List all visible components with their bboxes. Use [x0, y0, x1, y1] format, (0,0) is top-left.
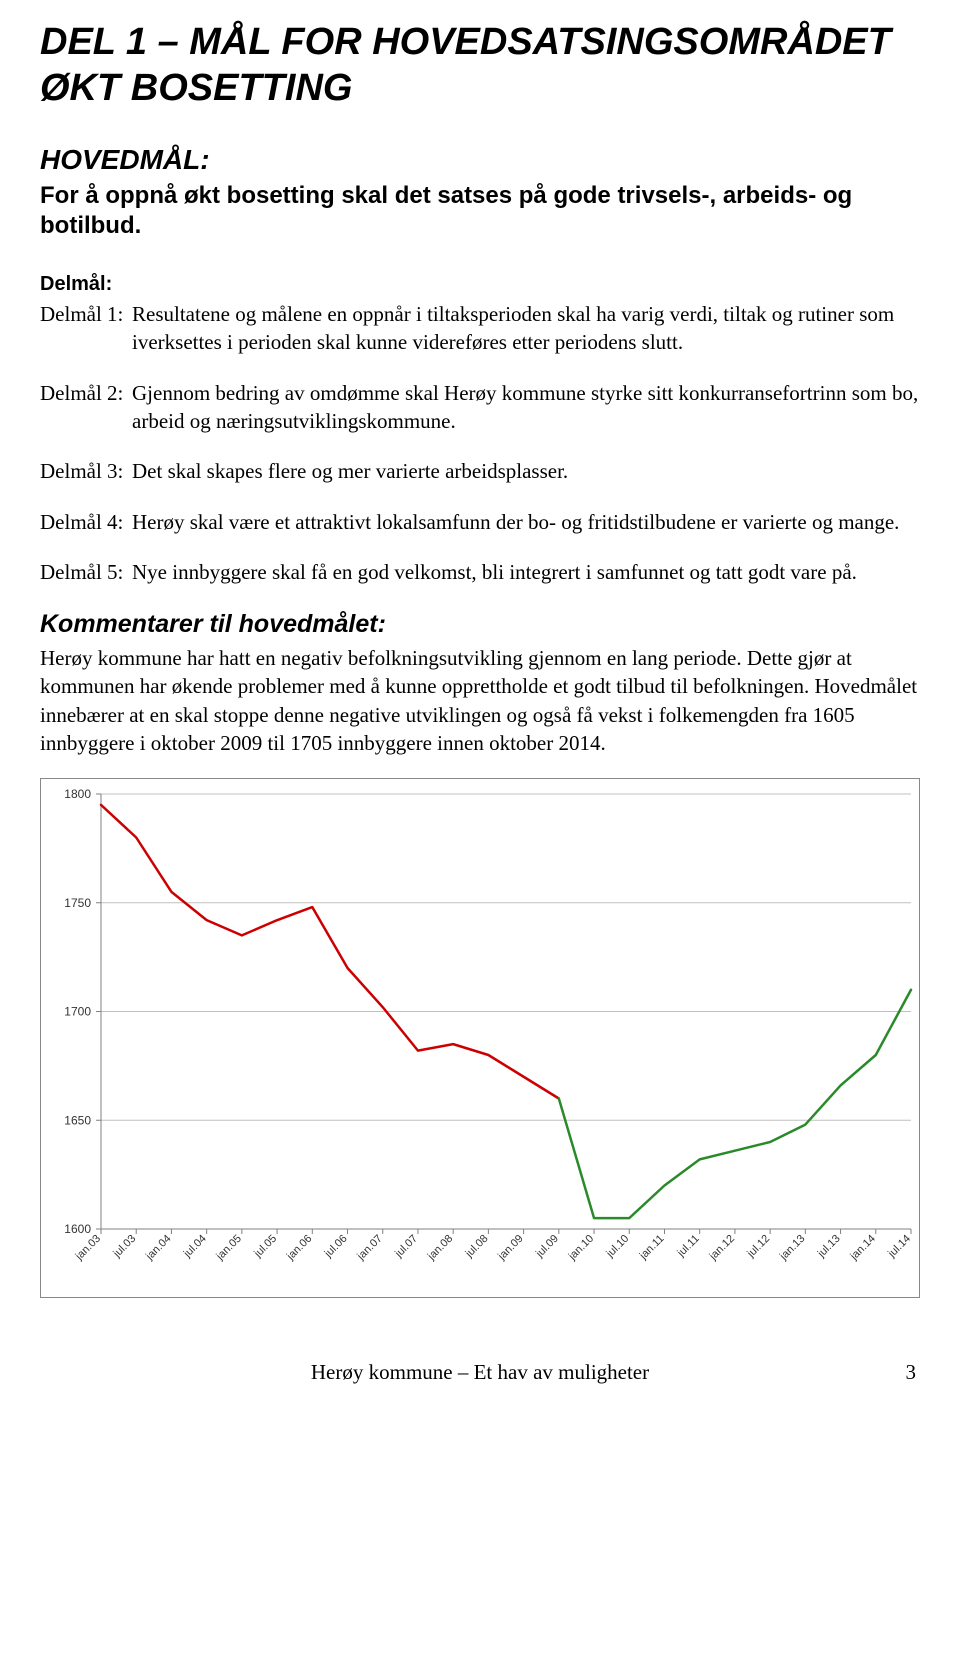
- delmal-item: Delmål 1: Resultatene og målene en oppnå…: [40, 300, 920, 357]
- delmal-item: Delmål 4: Herøy skal være et attraktivt …: [40, 508, 920, 536]
- svg-text:jul.13: jul.13: [815, 1232, 843, 1260]
- delmal-label: Delmål 5:: [40, 558, 132, 586]
- svg-text:jan.08: jan.08: [425, 1232, 455, 1262]
- delmal-label: Delmål 1:: [40, 300, 132, 357]
- delmal-text: Gjennom bedring av omdømme skal Herøy ko…: [132, 379, 920, 436]
- delmal-item: Delmål 5: Nye innbyggere skal få en god …: [40, 558, 920, 586]
- delmal-item: Delmål 2: Gjennom bedring av omdømme ska…: [40, 379, 920, 436]
- svg-text:jan.07: jan.07: [354, 1232, 384, 1262]
- svg-text:jul.05: jul.05: [251, 1232, 279, 1260]
- svg-text:jan.04: jan.04: [143, 1232, 173, 1262]
- hovedmal-heading: HOVEDMÅL:: [40, 141, 920, 179]
- svg-text:jul.14: jul.14: [885, 1232, 913, 1260]
- kommentarer-heading: Kommentarer til hovedmålet:: [40, 608, 920, 642]
- svg-text:jul.11: jul.11: [675, 1232, 702, 1259]
- svg-text:jul.09: jul.09: [533, 1232, 561, 1260]
- delmal-heading: Delmål:: [40, 271, 920, 298]
- svg-text:jan.13: jan.13: [777, 1232, 807, 1262]
- population-chart: 1600 1650 1700 1750 1800 jan.03 jul.03jan.04 ju…: [40, 778, 920, 1298]
- svg-text:jan.11: jan.11: [637, 1232, 667, 1262]
- page-number: 3: [876, 1358, 916, 1386]
- svg-text:jul.12: jul.12: [744, 1232, 772, 1260]
- svg-text:1650: 1650: [64, 1113, 91, 1127]
- delmal-text: Herøy skal være et attraktivt lokalsamfu…: [132, 508, 920, 536]
- delmal-text: Det skal skapes flere og mer varierte ar…: [132, 457, 920, 485]
- svg-text:jan.05: jan.05: [214, 1232, 244, 1262]
- page-footer: Herøy kommune – Et hav av muligheter 3: [40, 1358, 920, 1386]
- delmal-item: Delmål 3: Det skal skapes flere og mer v…: [40, 457, 920, 485]
- page-title: DEL 1 – MÅL FOR HOVEDSATSINGSOMRÅDET ØKT…: [40, 20, 920, 111]
- svg-text:jan.03: jan.03: [73, 1232, 103, 1262]
- svg-text:jan.12: jan.12: [707, 1232, 737, 1262]
- svg-text:jan.10: jan.10: [566, 1232, 596, 1262]
- svg-text:jul.03: jul.03: [111, 1232, 139, 1260]
- svg-text:jul.07: jul.07: [392, 1232, 420, 1260]
- kommentarer-text: Herøy kommune har hatt en negativ befolk…: [40, 644, 920, 757]
- footer-text: Herøy kommune – Et hav av muligheter: [84, 1358, 876, 1386]
- svg-text:jul.06: jul.06: [322, 1232, 350, 1260]
- delmal-label: Delmål 4:: [40, 508, 132, 536]
- svg-text:jan.09: jan.09: [495, 1232, 525, 1262]
- hovedmal-text: For å oppnå økt bosetting skal det satse…: [40, 181, 920, 241]
- svg-text:1600: 1600: [64, 1222, 91, 1236]
- svg-text:jan.06: jan.06: [284, 1232, 314, 1262]
- delmal-text: Resultatene og målene en oppnår i tiltak…: [132, 300, 920, 357]
- svg-text:1700: 1700: [64, 1004, 91, 1018]
- svg-text:jul.08: jul.08: [463, 1232, 491, 1260]
- delmal-label: Delmål 2:: [40, 379, 132, 436]
- svg-text:jan.14: jan.14: [848, 1232, 878, 1262]
- delmal-text: Nye innbyggere skal få en god velkomst, …: [132, 558, 920, 586]
- svg-text:jul.04: jul.04: [181, 1232, 209, 1260]
- svg-text:1750: 1750: [64, 895, 91, 909]
- svg-text:jul.10: jul.10: [604, 1232, 632, 1260]
- delmal-label: Delmål 3:: [40, 457, 132, 485]
- svg-text:1800: 1800: [64, 787, 91, 801]
